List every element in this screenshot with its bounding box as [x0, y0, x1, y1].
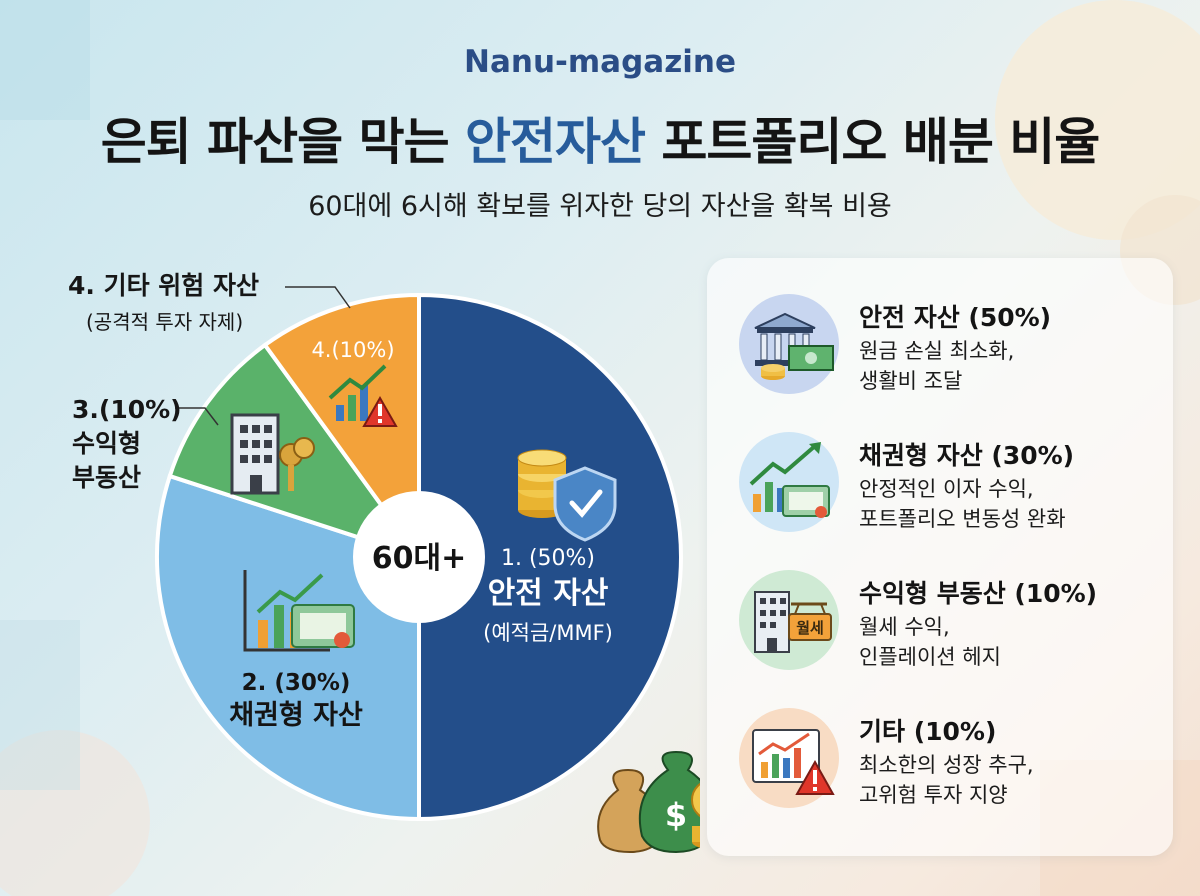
slice3-outside-label: 3.(10%) 수익형 부동산	[72, 393, 182, 495]
legend-bond-desc: 안정적인 이자 수익, 포트폴리오 변동성 완화	[859, 477, 1066, 531]
slice4-outside-note: (공격적 투자 자제)	[86, 310, 244, 334]
slice1-label: 1. (50%)	[501, 546, 595, 571]
slice4-outside-label: 4. 기타 위험 자산 (공격적 투자 자제)	[68, 266, 259, 335]
slice3-outside-pct: 3.(10%)	[72, 395, 182, 424]
title-part1: 은퇴 파산을 막는	[100, 113, 465, 171]
building-keys-icon	[230, 413, 315, 495]
pie-slice-4	[262, 292, 421, 564]
money-bags-icon: $ $	[597, 750, 700, 854]
legend-item-realestate: 월세 수익형 부동산 (10%) 월세 수익, 인플레이션 헤지	[739, 570, 1169, 680]
legend-other-title: 기타 (10%)	[859, 717, 997, 746]
slice4-label: 4.(10%)	[311, 338, 394, 362]
rent-sign-text: 월세	[796, 619, 824, 637]
slice1-note: (예적금/MMF)	[483, 621, 613, 645]
page-subtitle: 60대에 6시해 확보를 위자한 당의 자산을 확복 비용	[308, 191, 892, 222]
allocation-pie-chart: 60대+ 1. (50%) 안전 자산 (예적금/MMF) 2. (30%) 채…	[155, 286, 700, 854]
legend-other-desc: 최소한의 성장 추구, 고위험 투자 지양	[859, 753, 1034, 807]
growth-warning-icon	[328, 364, 398, 427]
pie-slice-1	[417, 292, 683, 822]
legend-item-bond: 채권형 자산 (30%) 안정적인 이자 수익, 포트폴리오 변동성 완화	[739, 432, 1169, 542]
title-highlight: 안전자산	[465, 113, 646, 171]
brand-name: Nanu-magazine	[464, 44, 736, 80]
legend-safe-title: 안전 자산 (50%)	[859, 303, 1052, 332]
shield-check-icon	[553, 466, 617, 542]
center-label: 60대+	[372, 541, 467, 576]
legend-safe-desc: 원금 손실 최소화, 생활비 조달	[859, 339, 1015, 393]
slice2-name: 채권형 자산	[229, 700, 363, 731]
leader-line-slice4	[285, 286, 351, 309]
slice4-outside-title: 4. 기타 위험 자산	[68, 271, 260, 300]
leader-line-slice3	[175, 407, 219, 426]
slice2-label: 2. (30%)	[242, 670, 351, 696]
slice1-name: 안전 자산	[488, 576, 609, 611]
legend-panel: 안전 자산 (50%) 원금 손실 최소화, 생활비 조달 채권형 자산 (30…	[707, 258, 1173, 856]
legend-item-other: 기타 (10%) 최소한의 성장 추구, 고위험 투자 지양	[739, 708, 1169, 818]
building-rent-icon: 월세	[739, 570, 839, 670]
title-part2: 포트폴리오 배분 비율	[645, 113, 1100, 171]
slice3-outside-name2: 부동산	[72, 463, 142, 492]
svg-text:$: $	[665, 796, 687, 834]
bank-cash-icon	[739, 294, 839, 394]
bond-chart-icon	[739, 432, 839, 532]
legend-realestate-desc: 월세 수익, 인플레이션 헤지	[859, 615, 1001, 669]
legend-bond-title: 채권형 자산 (30%)	[859, 441, 1075, 470]
center-circle	[353, 491, 485, 623]
legend-realestate-title: 수익형 부동산 (10%)	[859, 579, 1098, 608]
bond-chart-icon	[243, 570, 355, 652]
page-title: 은퇴 파산을 막는 안전자산 포트폴리오 배분 비율	[0, 102, 1200, 174]
risk-chart-icon	[739, 708, 839, 808]
slice3-outside-name1: 수익형	[72, 429, 142, 458]
legend-item-safe: 안전 자산 (50%) 원금 손실 최소화, 생활비 조달	[739, 294, 1169, 404]
